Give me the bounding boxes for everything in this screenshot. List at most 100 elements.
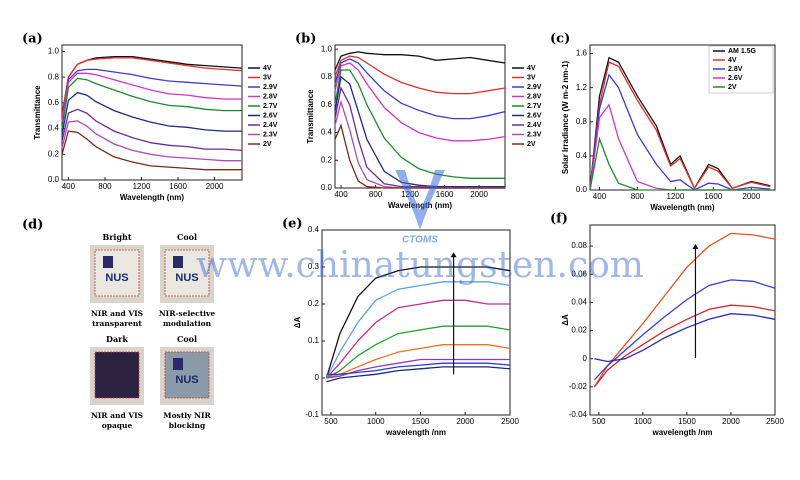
x-tick-label: 800 [631, 192, 645, 201]
x-tick-label: 2000 [742, 192, 760, 201]
legend-label: 2.8V [728, 66, 743, 73]
series-line [325, 281, 511, 379]
x-axis-label: wavelength /nm [385, 428, 446, 437]
x-tick-label: 400 [62, 182, 76, 191]
series-line [334, 123, 505, 189]
series-line [326, 344, 511, 379]
x-tick-label: 800 [98, 182, 112, 191]
logo-crest [173, 256, 183, 268]
y-axis-label: ΔA [293, 317, 302, 329]
photo-heading: Cool [177, 232, 197, 242]
series-line [593, 304, 776, 388]
legend-label: 3V [263, 74, 272, 81]
y-axis-label: Transmittance [33, 85, 42, 140]
series-line [61, 108, 243, 152]
legend-label: 2V [728, 84, 737, 91]
photo-heading: Dark [106, 334, 128, 344]
y-tick-label: -0.04 [569, 410, 588, 419]
y-tick-label: 0.8 [48, 72, 60, 81]
x-axis-label: Wavelength (nm) [650, 203, 714, 212]
series-line [326, 366, 511, 383]
y-tick-label: 0.8 [321, 72, 333, 81]
series-line [61, 130, 242, 171]
x-tick-label: 1600 [704, 192, 722, 201]
x-tick-label: 2000 [722, 417, 740, 426]
photo-heading: Cool [177, 334, 197, 344]
y-tick-label: 0.6 [321, 100, 333, 109]
x-tick-label: 800 [369, 190, 383, 199]
series-line [334, 62, 506, 142]
x-tick-label: 2500 [766, 417, 784, 426]
plot-frame [321, 229, 511, 416]
y-tick-label: 0.06 [571, 269, 587, 278]
x-tick-label: 2000 [206, 182, 224, 191]
watermark-logo: CTOMS [402, 235, 438, 246]
panel-label: (a) [22, 32, 43, 47]
photo-caption: Mostly NIR [163, 411, 211, 420]
x-tick-label: 1600 [169, 182, 187, 191]
y-axis-label: Transmittance [306, 89, 315, 144]
x-tick-label: 1000 [367, 417, 385, 426]
legend-label: 2.3V [263, 131, 278, 138]
legend-label: 2.6V [263, 112, 278, 119]
y-tick-label: -0.02 [569, 382, 588, 391]
series-line [589, 103, 771, 191]
photo-caption: NIR and VIS [91, 309, 143, 318]
y-tick-label: 0.4 [308, 225, 320, 234]
photo-caption: transparent [92, 319, 142, 328]
legend-label: 2.9V [527, 84, 542, 91]
y-tick-label: 0.4 [48, 124, 60, 133]
photo-caption: modulation [163, 319, 212, 328]
legend-label: 2.3V [527, 131, 542, 138]
photo-heading: Bright [102, 232, 131, 242]
photo-film [94, 351, 140, 399]
x-tick-label: 500 [592, 417, 606, 426]
series-line [334, 55, 506, 95]
logo-crest [103, 256, 113, 268]
y-tick-label: 0.02 [571, 326, 587, 335]
x-axis-label: Wavelength (nm) [388, 201, 452, 210]
y-tick-label: -0.1 [305, 410, 319, 419]
y-tick-label: 0.3 [308, 262, 320, 271]
y-tick-label: 0.04 [571, 298, 587, 307]
x-tick-label: 1500 [412, 417, 430, 426]
series-line [61, 120, 242, 162]
y-tick-label: 0.2 [321, 155, 333, 164]
y-axis-label: ΔA [561, 314, 570, 326]
x-tick-label: 2000 [456, 417, 474, 426]
series-line [589, 136, 771, 191]
y-tick-label: 0.0 [576, 185, 588, 194]
series-line [61, 91, 242, 136]
panel-label: (b) [295, 32, 316, 47]
legend-label: AM 1.5G [728, 48, 757, 55]
y-tick-label: 0.4 [321, 128, 333, 137]
watermark-logo-shape [395, 170, 445, 230]
photo-film [164, 249, 210, 297]
x-tick-label: 1500 [678, 417, 696, 426]
series-line [61, 57, 243, 116]
legend-label: 2.6V [527, 112, 542, 119]
x-tick-label: 2500 [501, 417, 519, 426]
x-tick-label: 2000 [470, 190, 488, 199]
photo-film [94, 249, 140, 297]
logo-text: NUS [175, 374, 198, 386]
panel-label: (e) [282, 217, 303, 232]
legend-label: 2.6V [728, 75, 743, 82]
y-tick-label: 1.0 [321, 44, 333, 53]
y-tick-label: 0.1 [308, 336, 320, 345]
photo-caption: opaque [102, 421, 133, 430]
watermark-text: www.chinatungsten.com [196, 245, 644, 286]
series-line [589, 73, 771, 191]
series-line [326, 362, 511, 375]
panel-label: (c) [550, 32, 570, 47]
x-tick-label: 1000 [634, 417, 652, 426]
plot-frame [589, 224, 776, 416]
x-tick-label: 400 [334, 190, 348, 199]
legend-label: 2.8V [263, 93, 278, 100]
y-axis-label: Solar Irradiance (W m-2 nm-1) [561, 60, 570, 174]
y-tick-label: 0.4 [576, 151, 588, 160]
series-line [61, 55, 243, 116]
x-tick-label: 1600 [436, 190, 454, 199]
y-tick-label: 0.2 [308, 299, 320, 308]
